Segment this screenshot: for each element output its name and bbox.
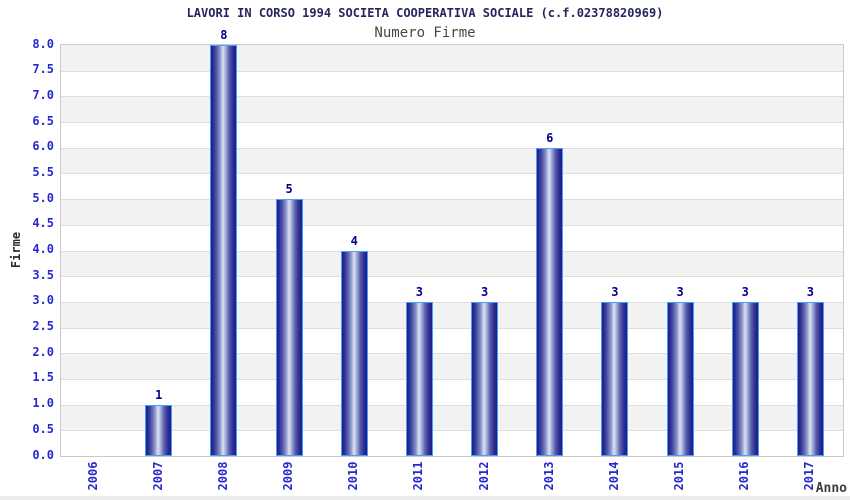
- bar-value-label: 3: [480, 284, 489, 299]
- bar-value-label: 5: [285, 182, 293, 197]
- bar-2017: [796, 301, 824, 456]
- x-tick-label: 2014: [606, 461, 621, 491]
- bar-value-label: 3: [676, 284, 684, 299]
- bar-2015: [666, 301, 694, 456]
- x-axis-title: Anno: [815, 481, 847, 496]
- x-tick-label: 2016: [737, 461, 752, 491]
- x-tick-label: 2011: [411, 461, 426, 491]
- y-tick-label: 4.0: [32, 242, 54, 256]
- bottom-edge-strip: [0, 496, 850, 500]
- bar-value-label: 4: [350, 233, 358, 248]
- grid-band: [61, 378, 843, 405]
- bar-value-label: 3: [415, 284, 424, 299]
- chart-title: LAVORI IN CORSO 1994 SOCIETA COOPERATIVA…: [186, 6, 664, 20]
- y-tick-label: 1.5: [32, 370, 54, 385]
- y-tick-label: 4.5: [32, 216, 54, 231]
- grid-band: [61, 276, 843, 302]
- bar-value-label: 1: [155, 387, 163, 402]
- grid-band: [61, 404, 843, 431]
- bar-2014: [601, 301, 629, 456]
- x-tick-label: 2017: [802, 461, 817, 491]
- grid-band: [61, 173, 843, 200]
- y-tick-label: 1.0: [32, 396, 54, 411]
- y-tick-label: 5.5: [32, 164, 54, 179]
- bar-2012: [471, 301, 499, 456]
- bar-2013: [536, 147, 564, 456]
- grid-band: [61, 224, 843, 251]
- y-tick-label: 7.0: [32, 87, 54, 102]
- grid-band: [61, 199, 843, 225]
- bar-value-label: 8: [220, 28, 228, 42]
- grid-band: [61, 96, 843, 123]
- y-axis: 0.0 0.5 1.0 1.5 2.0 2.5 3.0 3.5 4.0 4.5 5.0 5.5 6.0 6…: [0, 37, 54, 462]
- bar-2011: [405, 301, 433, 456]
- grid-band: [61, 327, 843, 354]
- x-tick-label: 2009: [281, 461, 296, 491]
- bar-2007: [145, 404, 173, 456]
- x-tick-label: 2006: [85, 461, 100, 491]
- y-tick-label: 2.5: [32, 319, 54, 334]
- bar-2010: [340, 250, 368, 456]
- y-tick-label: 2.0: [32, 344, 54, 359]
- y-tick-label: 0.0: [32, 447, 54, 462]
- bar-value-label: 6: [546, 130, 554, 145]
- bar-2008: [210, 45, 238, 456]
- bar-value-label: 3: [611, 284, 619, 299]
- y-tick-label: 5.0: [32, 190, 54, 205]
- bar-value-label: 3: [806, 284, 815, 299]
- grid-band: [61, 353, 843, 379]
- grid-band: [61, 70, 843, 97]
- x-tick-label: 2010: [346, 461, 361, 491]
- plot-area: 1 8 5 4 3 3 6 3 3 3 3: [60, 28, 844, 457]
- x-tick-label: 2007: [150, 461, 165, 491]
- grid-band: [61, 147, 843, 174]
- y-axis-title: Firme: [9, 231, 23, 269]
- x-tick-label: 2012: [476, 461, 491, 491]
- y-tick-label: 6.0: [32, 139, 54, 154]
- grid-band: [61, 430, 843, 456]
- chart-subtitle: Numero Firme: [374, 25, 476, 41]
- y-tick-label: 3.0: [32, 293, 54, 308]
- x-axis: 2006 2007 2008 2009 2010 2011 2012 2013 2014 2015…: [60, 455, 842, 500]
- x-tick-label: 2015: [672, 461, 687, 491]
- grid-band: [61, 250, 843, 277]
- grid-band: [61, 122, 843, 148]
- grid-band: [61, 45, 843, 71]
- y-tick-label: 3.5: [32, 267, 54, 282]
- grid-band: [61, 301, 843, 328]
- bar-2016: [731, 301, 759, 456]
- bar-2009: [275, 199, 303, 456]
- y-tick-label: 0.5: [32, 421, 54, 436]
- y-tick-label: 6.5: [32, 113, 54, 128]
- y-tick-label: 7.5: [32, 62, 54, 77]
- y-tick-label: 8.0: [32, 36, 54, 51]
- x-tick-label: 2013: [541, 461, 556, 491]
- x-tick-label: 2008: [215, 461, 230, 491]
- bar-value-label: 3: [741, 284, 749, 299]
